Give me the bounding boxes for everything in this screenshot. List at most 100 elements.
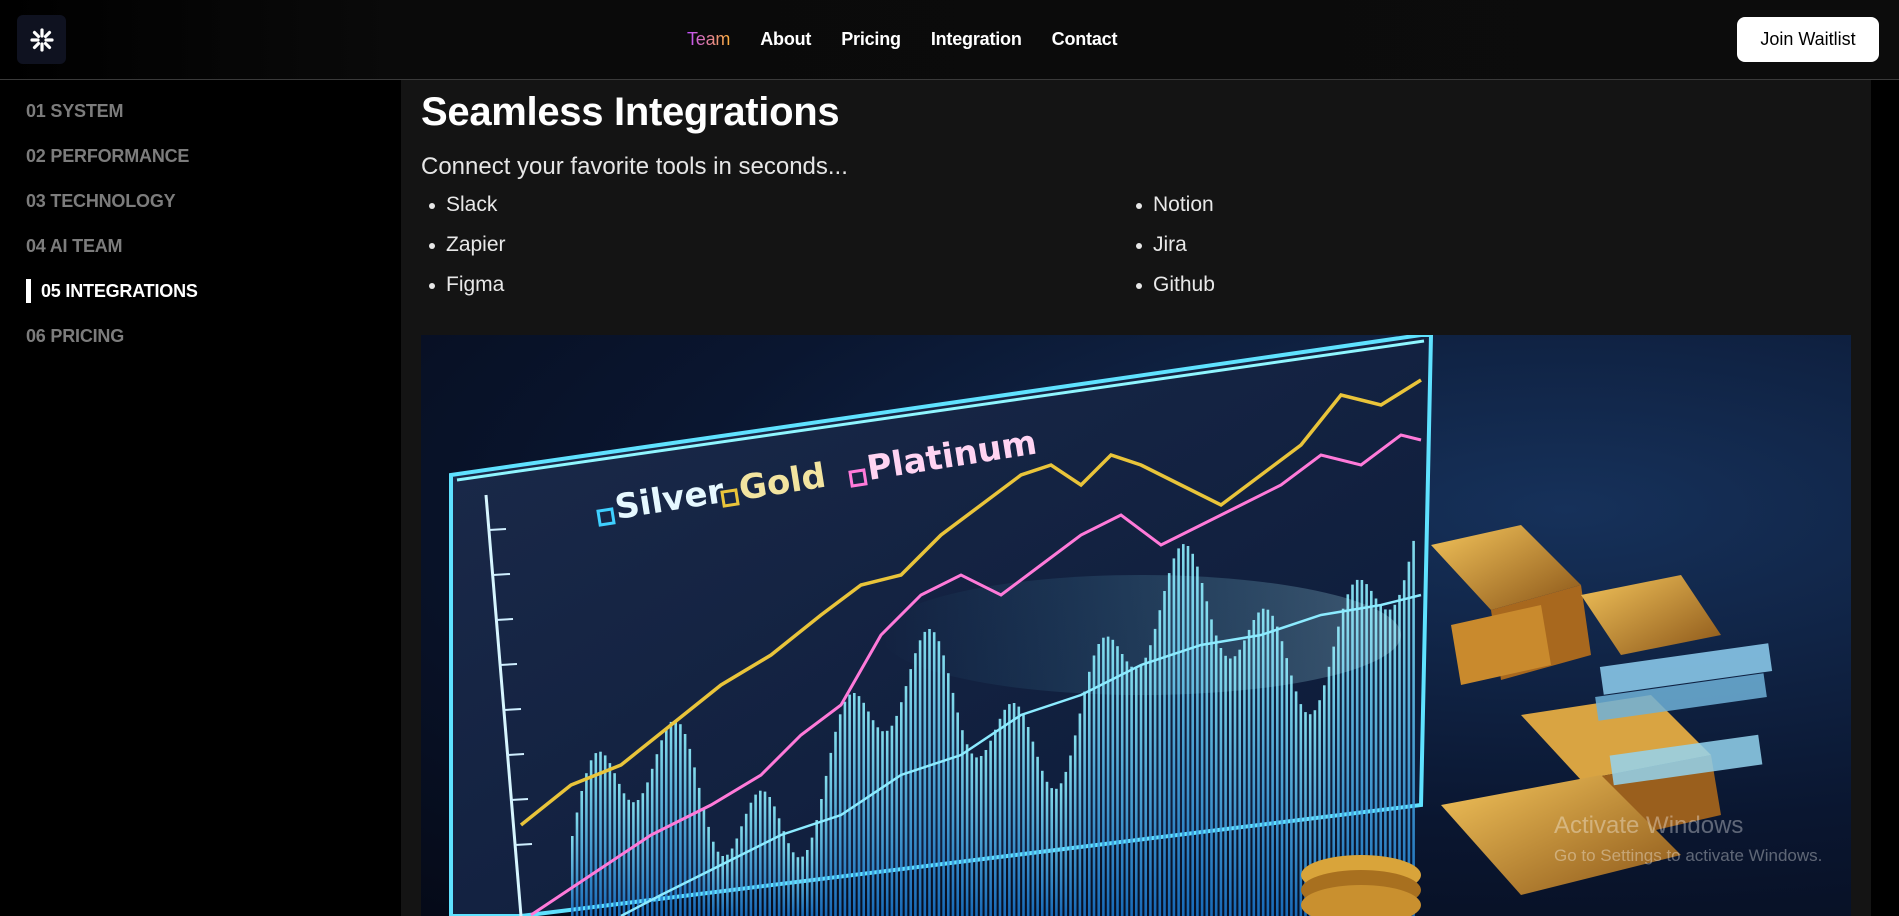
- integration-item-jira: Jira: [1128, 232, 1835, 258]
- chart-bar: [1022, 714, 1025, 916]
- chart-bar: [1153, 628, 1157, 916]
- join-waitlist-button[interactable]: Join Waitlist: [1737, 17, 1879, 62]
- chart-bar: [970, 753, 974, 916]
- chart-bar: [1313, 710, 1317, 916]
- chart-bar: [1059, 783, 1063, 916]
- chart-bar: [1294, 691, 1298, 916]
- chart-bar: [923, 631, 927, 916]
- main-nav: Team About Pricing Integration Contact: [687, 0, 1147, 79]
- chart-bar: [961, 730, 964, 916]
- sidebar-item-technology[interactable]: 03 TECHNOLOGY: [26, 191, 176, 211]
- chart-bar: [1398, 594, 1401, 916]
- chart-bar: [1008, 704, 1011, 916]
- chart-bar: [1073, 735, 1077, 916]
- chart-bar: [1233, 656, 1237, 916]
- hero-illustration: Silver Gold Platinum: [449, 335, 1773, 916]
- chart-bar: [735, 838, 739, 916]
- chart-bar: [1266, 609, 1270, 916]
- active-indicator: [26, 279, 31, 303]
- chart-bar: [1219, 648, 1223, 916]
- chart-line-gold: [519, 378, 1422, 827]
- chart-bar: [1388, 609, 1392, 916]
- nav-pricing[interactable]: Pricing: [841, 29, 901, 49]
- chart-bar: [1106, 636, 1110, 916]
- chart-bar: [721, 856, 724, 916]
- chart-bar: [702, 808, 706, 916]
- chart-bar: [1167, 573, 1171, 916]
- chart-bar: [914, 653, 917, 916]
- chart-bar: [1031, 741, 1035, 916]
- chart-bar: [1323, 685, 1326, 916]
- top-header: Team About Pricing Integration Contact J…: [0, 0, 1899, 80]
- chart-bar: [1308, 714, 1312, 916]
- chart-bar: [1003, 709, 1006, 916]
- sidebar-item-pricing[interactable]: 06 PRICING: [26, 326, 125, 346]
- hero-image: Silver Gold Platinum: [421, 335, 1851, 916]
- nav-contact[interactable]: Contact: [1051, 29, 1118, 49]
- chart-bar: [697, 787, 701, 916]
- chart-bar: [848, 694, 851, 916]
- chart-bar: [904, 686, 908, 916]
- chart-bar: [806, 850, 809, 916]
- chart-bar: [801, 856, 804, 916]
- chart-bar: [1332, 646, 1335, 916]
- chart-bar: [1402, 580, 1406, 916]
- chart-bar: [1088, 671, 1091, 916]
- chart-bar: [716, 851, 720, 916]
- chart-bar: [994, 729, 997, 916]
- chart-bar: [773, 806, 776, 916]
- chart-bar: [932, 632, 936, 916]
- chart-bar: [834, 731, 837, 916]
- chart-bar: [1285, 658, 1288, 916]
- nav-about[interactable]: About: [760, 29, 812, 49]
- chart-bar: [871, 720, 875, 916]
- chart-bar: [1191, 553, 1194, 916]
- chart-bar: [683, 734, 687, 916]
- chart-bar: [603, 755, 607, 916]
- chart-bar: [942, 655, 945, 916]
- chart-bar: [1341, 608, 1345, 916]
- chart-bar: [1351, 584, 1354, 916]
- activation-watermark: Activate Windows Go to Settings to activ…: [1554, 812, 1822, 866]
- chart-bar: [956, 712, 959, 916]
- chart-bar: [1149, 645, 1152, 916]
- chart-bar: [763, 791, 767, 916]
- chart-bar: [843, 701, 847, 916]
- sidebar-item-integrations[interactable]: 05 INTEGRATIONS: [41, 281, 198, 301]
- sidebar-item-ai-team[interactable]: 04 AI TEAM: [26, 236, 123, 256]
- chart-bar: [791, 852, 795, 916]
- chart-bar: [815, 820, 818, 916]
- chart-bar: [965, 744, 969, 916]
- chart-bar: [613, 773, 616, 916]
- chart-bar: [998, 718, 1002, 916]
- integration-list: Slack Notion Zapier Jira Figma Github: [421, 192, 1851, 298]
- chart-bar: [1276, 626, 1279, 916]
- logo[interactable]: [17, 15, 66, 64]
- chart-bar: [1337, 626, 1340, 916]
- chart-bar: [575, 812, 579, 916]
- chart-bar: [688, 748, 692, 916]
- chart-bar: [1116, 646, 1119, 916]
- nav-team[interactable]: Team: [687, 29, 731, 49]
- chart-bar: [918, 640, 922, 916]
- integration-item-notion: Notion: [1128, 192, 1835, 218]
- main-content: Seamless Integrations Connect your favor…: [401, 80, 1871, 916]
- chart-bar: [975, 757, 978, 916]
- chart-bar: [1026, 727, 1030, 916]
- chart-bar: [1318, 700, 1321, 916]
- chart-bar: [853, 693, 856, 916]
- sidebar-item-system[interactable]: 01 SYSTEM: [26, 101, 124, 121]
- chart-bar: [1186, 546, 1190, 916]
- chart-bar: [1102, 637, 1105, 916]
- chart-bar: [589, 760, 593, 916]
- chart-bar: [1130, 666, 1133, 916]
- chart-bar: [857, 696, 861, 916]
- chart-bar: [1271, 615, 1274, 916]
- chart-bar: [787, 843, 790, 916]
- nav-integration[interactable]: Integration: [930, 29, 1022, 49]
- integration-item-figma: Figma: [421, 272, 1128, 298]
- sidebar-item-performance[interactable]: 02 PERFORMANCE: [26, 146, 190, 166]
- chart-bar: [726, 854, 729, 916]
- chart-bar: [1041, 770, 1044, 916]
- chart-bar: [712, 841, 715, 916]
